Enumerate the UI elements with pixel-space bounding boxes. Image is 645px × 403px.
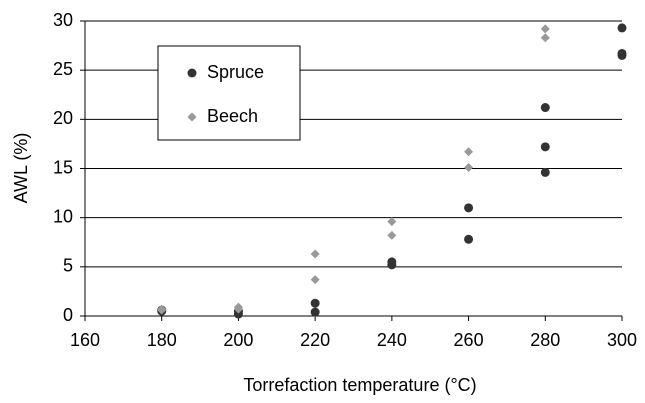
- point: [464, 234, 474, 244]
- point: [387, 230, 397, 240]
- x-tick-label: 180: [147, 330, 177, 350]
- y-tick-label: 20: [53, 108, 73, 128]
- x-axis-label: Torrefaction temperature (°C): [243, 375, 476, 395]
- point: [387, 260, 397, 270]
- y-tick-label: 0: [63, 305, 73, 325]
- point: [233, 304, 243, 314]
- point: [387, 217, 397, 227]
- point: [310, 307, 320, 317]
- x-tick-label: 280: [530, 330, 560, 350]
- point: [540, 33, 550, 43]
- x-tick-label: 220: [300, 330, 330, 350]
- point: [310, 298, 320, 308]
- legend-marker: [187, 112, 197, 122]
- point: [464, 203, 474, 213]
- point: [617, 23, 627, 33]
- x-tick-label: 200: [223, 330, 253, 350]
- legend-marker: [187, 68, 197, 78]
- legend-label: Spruce: [207, 62, 264, 82]
- x-tick-label: 240: [377, 330, 407, 350]
- point: [157, 305, 167, 315]
- legend-label: Beech: [207, 106, 258, 126]
- point: [540, 167, 550, 177]
- point: [540, 103, 550, 113]
- x-tick-label: 300: [607, 330, 637, 350]
- x-tick-label: 160: [70, 330, 100, 350]
- point: [310, 275, 320, 285]
- legend-box: [157, 45, 301, 141]
- y-tick-label: 30: [53, 10, 73, 30]
- point: [540, 24, 550, 34]
- point: [464, 163, 474, 173]
- y-tick-label: 15: [53, 157, 73, 177]
- point: [540, 142, 550, 152]
- x-tick-label: 260: [454, 330, 484, 350]
- y-axis-label: AWL (%): [11, 133, 31, 204]
- y-tick-label: 25: [53, 59, 73, 79]
- y-tick-label: 5: [63, 256, 73, 276]
- point: [310, 249, 320, 259]
- y-tick-label: 10: [53, 206, 73, 226]
- point: [617, 50, 627, 60]
- point: [464, 147, 474, 157]
